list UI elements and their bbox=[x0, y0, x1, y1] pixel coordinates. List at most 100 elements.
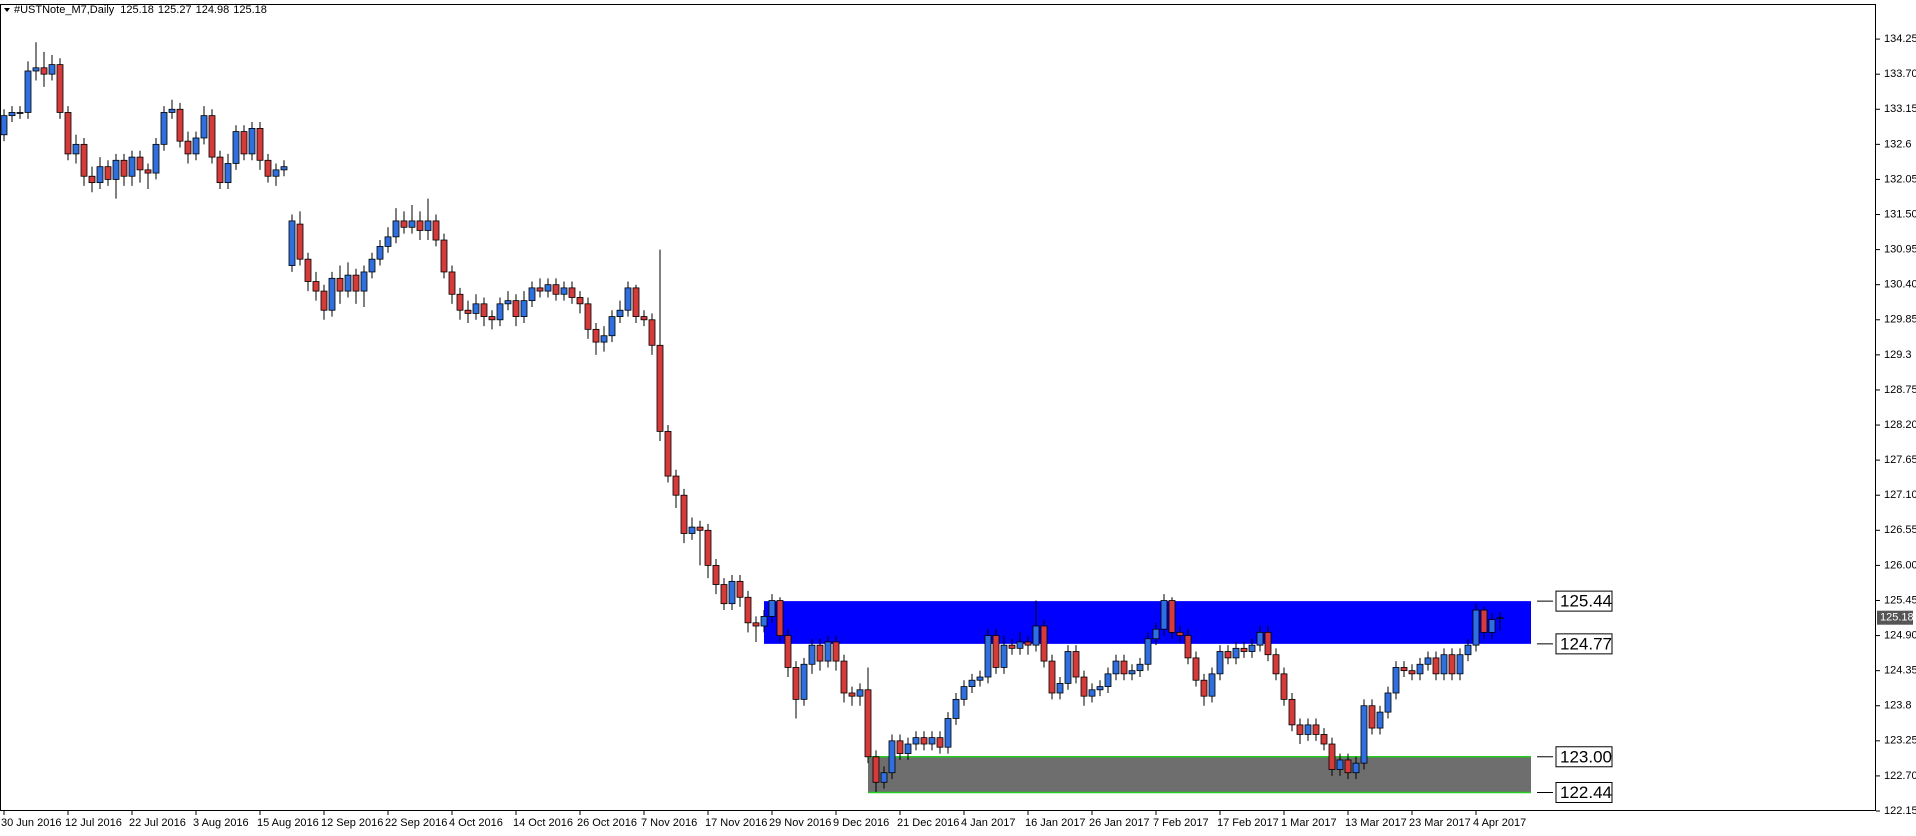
candle-body bbox=[64, 112, 72, 155]
candle-body bbox=[768, 600, 776, 617]
candle-body bbox=[1208, 673, 1216, 697]
candle-body bbox=[296, 223, 304, 260]
header-open: 125.18 bbox=[120, 4, 154, 16]
candle-body bbox=[184, 140, 192, 155]
candle-body bbox=[1000, 644, 1008, 668]
candle-body bbox=[1160, 600, 1168, 630]
candle-body bbox=[592, 328, 600, 343]
candle-body bbox=[1232, 647, 1240, 659]
candle-body bbox=[648, 319, 656, 346]
last-price-box bbox=[1877, 610, 1913, 625]
x-tick-label: 22 Jul 2016 bbox=[129, 817, 186, 829]
y-tick-label: 126.00 bbox=[1884, 559, 1916, 571]
candle-body bbox=[848, 692, 856, 697]
candle-body bbox=[752, 622, 760, 627]
candle-body bbox=[1144, 638, 1152, 665]
candle-body bbox=[1184, 635, 1192, 659]
candle-body bbox=[992, 635, 1000, 668]
candle-body bbox=[1104, 673, 1112, 688]
candle-body bbox=[608, 316, 616, 337]
candle-body bbox=[1384, 692, 1392, 713]
x-tick-label: 15 Aug 2016 bbox=[257, 817, 319, 829]
candle-body bbox=[464, 309, 472, 314]
x-tick-label: 7 Feb 2017 bbox=[1153, 817, 1209, 829]
x-tick-label: 4 Apr 2017 bbox=[1473, 817, 1526, 829]
candle-body bbox=[496, 303, 504, 321]
candle-body bbox=[1192, 657, 1200, 681]
candle-body bbox=[504, 300, 512, 305]
candle-body bbox=[416, 220, 424, 231]
candle-body bbox=[160, 112, 168, 145]
candle-body bbox=[704, 529, 712, 566]
candle-body bbox=[480, 303, 488, 317]
candle-body bbox=[120, 159, 128, 177]
candle-body bbox=[96, 166, 104, 184]
candle-body bbox=[1064, 651, 1072, 684]
candle-body bbox=[456, 293, 464, 311]
candle-body bbox=[288, 220, 296, 266]
candle-body bbox=[376, 246, 384, 260]
candle-body bbox=[664, 431, 672, 477]
candle-body bbox=[720, 584, 728, 605]
candle-body bbox=[312, 281, 320, 292]
candle-body bbox=[896, 740, 904, 754]
candle-body bbox=[936, 737, 944, 748]
candle-body bbox=[400, 220, 408, 228]
candle-body bbox=[536, 287, 544, 292]
candle-body bbox=[976, 676, 984, 681]
candle-body bbox=[360, 271, 368, 292]
candle-body bbox=[1416, 663, 1424, 675]
x-tick-label: 26 Oct 2016 bbox=[577, 817, 637, 829]
candle-body bbox=[744, 596, 752, 624]
candle-body bbox=[544, 284, 552, 292]
candle-body bbox=[928, 737, 936, 745]
candle-body bbox=[256, 127, 264, 161]
candle-body bbox=[1088, 689, 1096, 697]
x-tick-label: 17 Nov 2016 bbox=[705, 817, 767, 829]
candle-body bbox=[1128, 670, 1136, 675]
y-tick-label: 122.15 bbox=[1884, 805, 1916, 817]
candle-body bbox=[1448, 654, 1456, 675]
candle-body bbox=[808, 644, 816, 665]
level-box bbox=[1555, 633, 1613, 655]
candle-body bbox=[576, 297, 584, 305]
candle-body bbox=[1032, 625, 1040, 646]
candle-body bbox=[1224, 651, 1232, 659]
y-tick-label: 130.95 bbox=[1884, 244, 1916, 256]
x-tick-label: 9 Dec 2016 bbox=[833, 817, 889, 829]
plot-frame bbox=[0, 4, 1876, 811]
candle-body bbox=[488, 316, 496, 321]
candle-body bbox=[984, 635, 992, 678]
candle-body bbox=[1480, 609, 1488, 633]
candle-body bbox=[1336, 759, 1344, 770]
candle-body bbox=[816, 644, 824, 662]
x-tick-label: 4 Oct 2016 bbox=[449, 817, 503, 829]
y-tick-label: 122.70 bbox=[1884, 770, 1916, 782]
candle-body bbox=[1256, 631, 1264, 646]
candle-body bbox=[1472, 609, 1480, 646]
candle-body bbox=[112, 159, 120, 180]
candle-body bbox=[1352, 762, 1360, 774]
candle-body bbox=[1320, 734, 1328, 745]
candle-body bbox=[320, 290, 328, 311]
candle-body bbox=[264, 159, 272, 177]
x-tick-label: 14 Oct 2016 bbox=[513, 817, 573, 829]
candle-body bbox=[624, 287, 632, 311]
y-tick-label: 129.85 bbox=[1884, 314, 1916, 326]
candle-body bbox=[128, 156, 136, 177]
candle-body bbox=[688, 526, 696, 534]
candle-body bbox=[328, 277, 336, 311]
candle-body bbox=[208, 115, 216, 158]
candle-body bbox=[1440, 654, 1448, 675]
y-tick-label: 130.40 bbox=[1884, 279, 1916, 291]
y-tick-label: 132.6 bbox=[1884, 138, 1912, 150]
candle-body bbox=[512, 300, 520, 317]
y-tick-label: 127.65 bbox=[1884, 454, 1916, 466]
candle-body bbox=[56, 64, 64, 113]
candle-body bbox=[1392, 667, 1400, 694]
candle-body bbox=[1312, 724, 1320, 735]
last-price-label: 125.18 bbox=[1880, 612, 1914, 624]
candle-body bbox=[80, 143, 88, 177]
candle-body bbox=[1240, 647, 1248, 652]
